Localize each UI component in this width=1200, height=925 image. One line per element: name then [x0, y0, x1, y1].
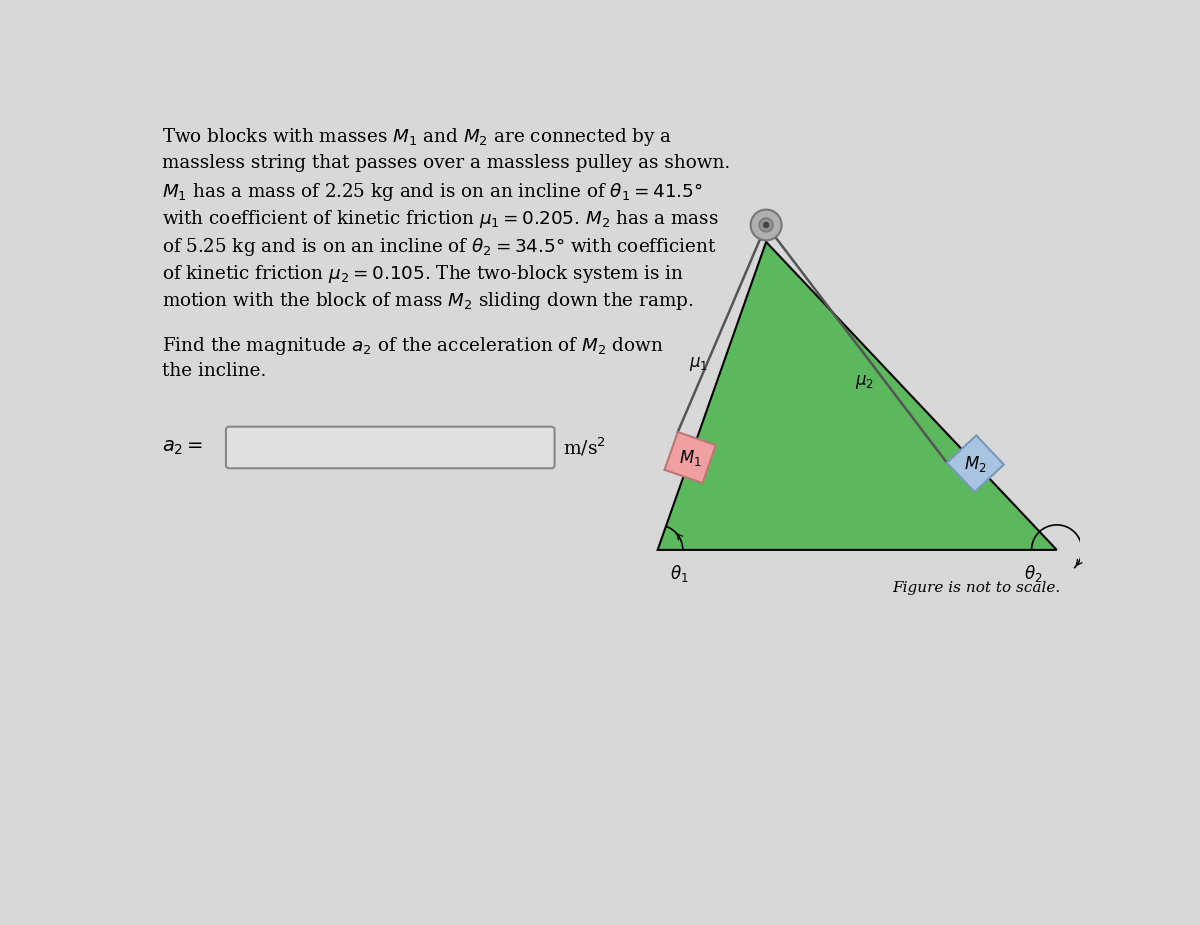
Text: the incline.: the incline. [162, 362, 266, 380]
Text: motion with the block of mass $M_2$ sliding down the ramp.: motion with the block of mass $M_2$ slid… [162, 290, 694, 313]
Text: $M_1$ has a mass of 2.25 kg and is on an incline of $\theta_1 = 41.5°$: $M_1$ has a mass of 2.25 kg and is on an… [162, 181, 702, 204]
Text: $\mu_1$: $\mu_1$ [689, 354, 708, 373]
Polygon shape [665, 432, 716, 483]
Text: Find the magnitude $a_2$ of the acceleration of $M_2$ down: Find the magnitude $a_2$ of the accelera… [162, 335, 664, 357]
Text: Figure is not to scale.: Figure is not to scale. [893, 581, 1061, 595]
Circle shape [763, 222, 769, 228]
Text: with coefficient of kinetic friction $\mu_1 = 0.205$. $M_2$ has a mass: with coefficient of kinetic friction $\m… [162, 208, 719, 230]
Text: $\theta_2$: $\theta_2$ [1025, 562, 1043, 584]
Text: $M_2$: $M_2$ [964, 453, 986, 474]
Text: massless string that passes over a massless pulley as shown.: massless string that passes over a massl… [162, 154, 730, 172]
Text: of 5.25 kg and is on an incline of $\theta_2 = 34.5°$ with coefficient: of 5.25 kg and is on an incline of $\the… [162, 236, 716, 258]
Circle shape [751, 210, 781, 240]
Text: Two blocks with masses $M_1$ and $M_2$ are connected by a: Two blocks with masses $M_1$ and $M_2$ a… [162, 127, 672, 148]
Text: $a_2 =$: $a_2 =$ [162, 438, 203, 457]
Text: $\theta_1$: $\theta_1$ [670, 562, 689, 584]
Polygon shape [658, 242, 1057, 549]
FancyBboxPatch shape [226, 426, 554, 468]
Text: of kinetic friction $\mu_2 = 0.105$. The two-block system is in: of kinetic friction $\mu_2 = 0.105$. The… [162, 263, 684, 285]
Text: m/s$^2$: m/s$^2$ [563, 437, 606, 459]
Polygon shape [947, 436, 1004, 492]
Circle shape [760, 218, 773, 232]
Text: $M_1$: $M_1$ [679, 448, 702, 467]
Text: $\mu_2$: $\mu_2$ [854, 373, 874, 391]
